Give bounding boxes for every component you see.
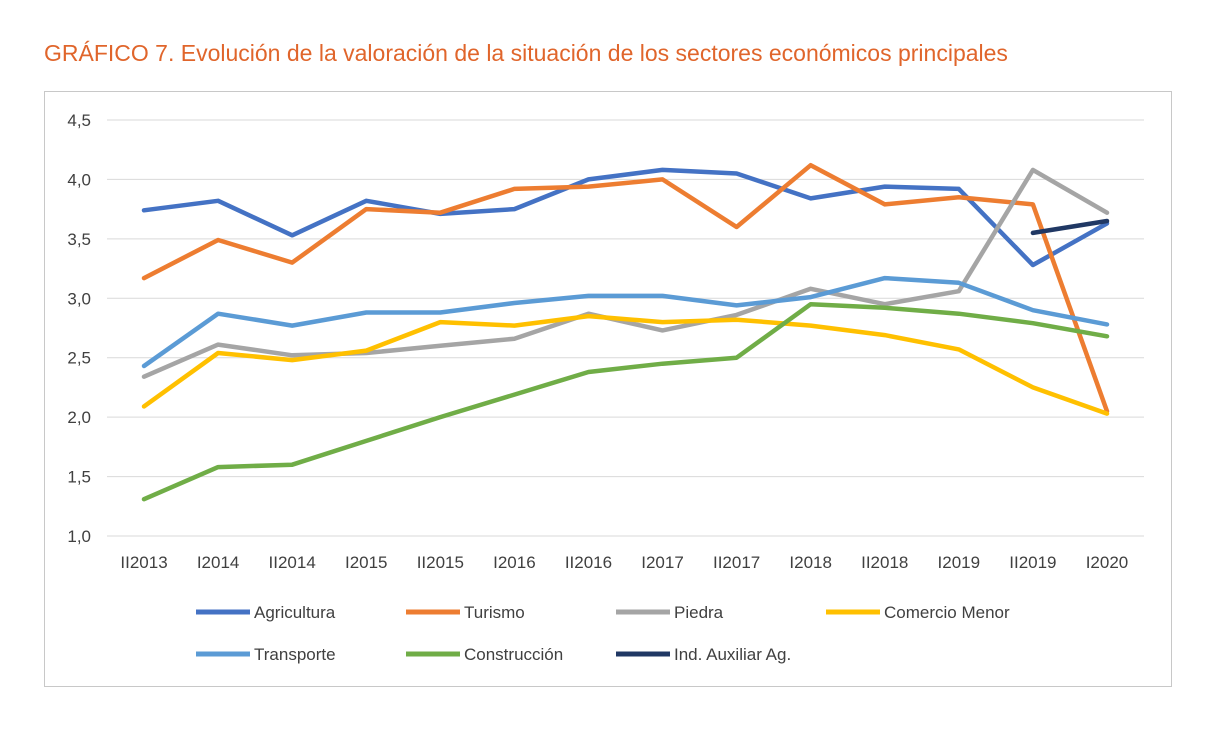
x-tick-label: I2014 [197,553,240,572]
x-tick-label: II2014 [269,553,316,572]
gridlines [107,119,1144,537]
x-tick-label: II2013 [120,553,167,572]
y-tick-label: 2,5 [67,349,91,368]
series-line-transporte [141,275,1110,369]
y-tick-label: 4,0 [67,170,91,189]
x-tick-label: II2018 [861,553,908,572]
x-tick-label: II2015 [417,553,464,572]
y-tick-label: 3,0 [67,289,91,308]
series-line-ind-auxiliar-ag [1030,218,1110,236]
legend-label-transporte: Transporte [254,645,336,664]
series-lines [141,162,1110,502]
chart-title: GRÁFICO 7. Evolución de la valoración de… [44,40,1008,66]
series-line-comercio-menor [141,313,1110,416]
x-tick-label: I2020 [1086,553,1129,572]
y-axis-ticks: 1,0 1,5 2,0 2,5 3,0 3,5 4,0 4,5 [67,111,91,546]
y-tick-label: 1,5 [67,468,91,487]
y-tick-label: 1,0 [67,527,91,546]
x-tick-label: II2016 [565,553,612,572]
y-tick-label: 4,5 [67,111,91,130]
x-tick-label: I2018 [789,553,832,572]
x-tick-label: II2017 [713,553,760,572]
x-tick-label: I2019 [938,553,981,572]
series-line-construccion [141,301,1110,502]
x-tick-label: I2015 [345,553,388,572]
y-tick-label: 3,5 [67,230,91,249]
chart-frame [44,91,1172,687]
legend-label-agricultura: Agricultura [254,603,336,622]
series-line-piedra [141,167,1110,379]
series-line-turismo [141,162,1110,414]
series-line-agricultura [141,167,1110,268]
x-tick-label: I2016 [493,553,536,572]
legend-label-turismo: Turismo [464,603,525,622]
x-tick-label: II2019 [1009,553,1056,572]
x-axis-ticks: II2013 I2014 II2014 I2015 II2015 I2016 II2016 I… [120,553,1128,572]
legend-label-comercio-menor: Comercio Menor [884,603,1010,622]
legend-label-ind-auxiliar-ag: Ind. Auxiliar Ag. [674,645,791,664]
legend-label-construccion: Construcción [464,645,563,664]
y-tick-label: 2,0 [67,408,91,427]
legend-label-piedra: Piedra [674,603,724,622]
x-tick-label: I2017 [641,553,684,572]
legend: Agricultura Turismo Piedra Comercio Menor Tr… [196,603,1010,664]
